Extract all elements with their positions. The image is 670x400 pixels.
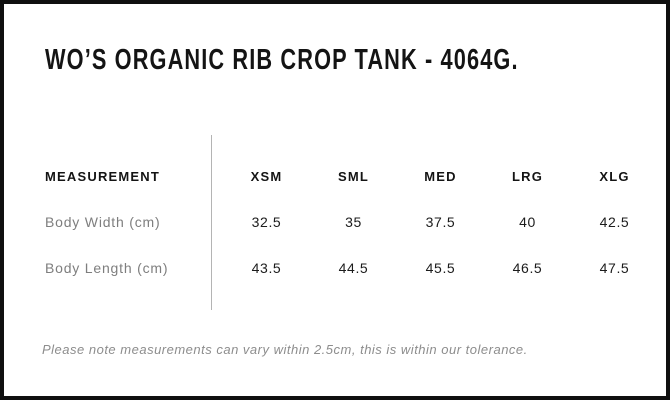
cell-value: 43.5 — [251, 260, 282, 276]
table-column-divider — [211, 135, 212, 310]
column-header-xlg: XLG — [599, 168, 630, 184]
cell-value: 44.5 — [338, 260, 369, 276]
column-header-med: MED — [424, 168, 457, 184]
cell-value: 40 — [519, 214, 536, 230]
cell-value: 35 — [345, 214, 362, 230]
cell-value: 45.5 — [425, 260, 456, 276]
row-label: Body Width (cm) — [45, 214, 161, 230]
column-header-lrg: LRG — [511, 168, 544, 184]
table-header-row: MEASUREMENT XSM SML MED LRG XLG — [45, 153, 658, 199]
table-row-body-width: Body Width (cm) 32.5 35 37.5 40 42.5 — [45, 199, 658, 245]
column-header-measurement: MEASUREMENT — [45, 168, 161, 184]
size-chart-table: MEASUREMENT XSM SML MED LRG XLG Body Wid… — [45, 153, 658, 291]
product-title: WO’S ORGANIC RIB CROP TANK - 4064G. — [45, 44, 519, 76]
column-header-sml: SML — [337, 168, 370, 184]
cell-value: 32.5 — [251, 214, 282, 230]
cell-value: 37.5 — [425, 214, 456, 230]
cell-value: 47.5 — [599, 260, 630, 276]
cell-value: 46.5 — [512, 260, 543, 276]
tolerance-note: Please note measurements can vary within… — [42, 342, 528, 357]
column-header-xsm: XSM — [250, 168, 283, 184]
row-label: Body Length (cm) — [45, 260, 169, 276]
cell-value: 42.5 — [599, 214, 630, 230]
table-row-body-length: Body Length (cm) 43.5 44.5 45.5 46.5 47.… — [45, 245, 658, 291]
